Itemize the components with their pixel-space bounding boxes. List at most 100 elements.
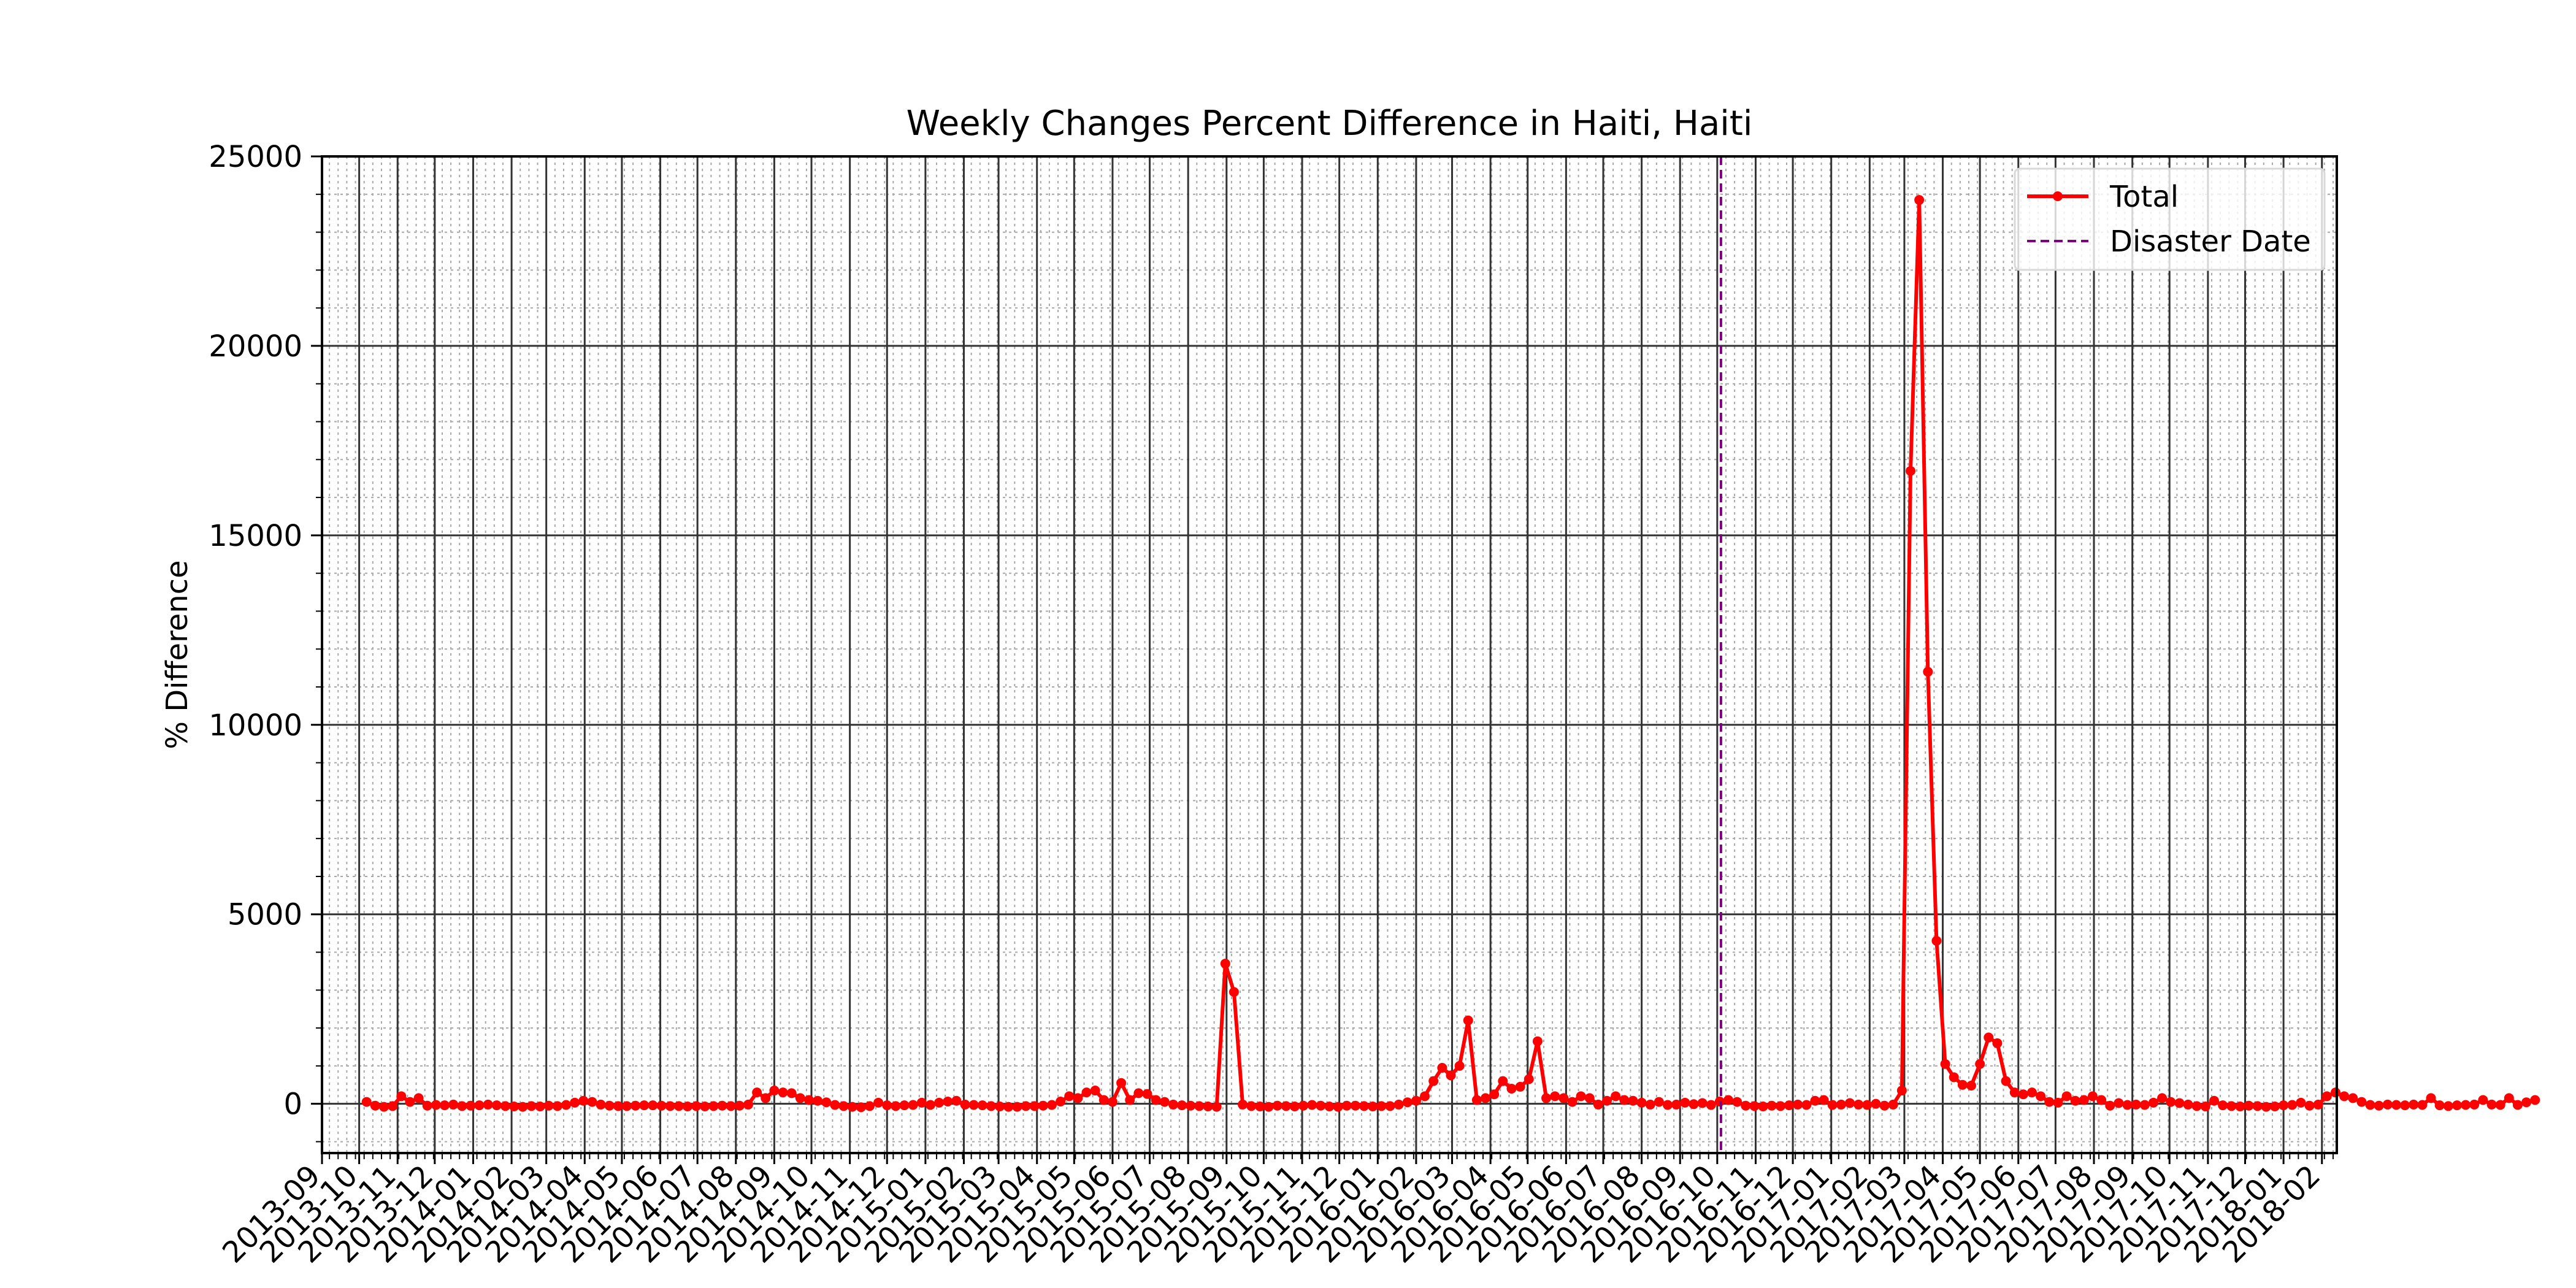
data-point <box>2339 1091 2350 1102</box>
data-point <box>2061 1091 2072 1102</box>
data-point <box>1611 1091 1621 1102</box>
data-point <box>1038 1100 1048 1111</box>
data-point <box>916 1097 927 1108</box>
y-tick-label: 20000 <box>209 329 302 364</box>
data-point <box>1593 1099 1603 1110</box>
legend: Total Disaster Date <box>2014 167 2326 271</box>
data-point <box>908 1100 918 1110</box>
data-point <box>1758 1102 1768 1112</box>
data-point <box>1194 1101 1205 1111</box>
y-tick-label: 10000 <box>209 708 302 743</box>
data-point <box>2209 1095 2219 1106</box>
data-point <box>2174 1098 2185 1108</box>
data-point <box>1116 1078 1127 1088</box>
y-axis-label: % Difference <box>160 560 194 749</box>
data-point <box>2504 1093 2514 1103</box>
data-point <box>1029 1101 1040 1111</box>
data-point <box>1289 1102 1300 1112</box>
data-point <box>743 1099 753 1110</box>
data-point <box>2530 1095 2540 1105</box>
data-point <box>1246 1101 1257 1111</box>
data-point <box>2486 1099 2497 1110</box>
data-point <box>2157 1093 2168 1103</box>
data-point <box>648 1100 658 1111</box>
data-point <box>1272 1100 1282 1111</box>
data-point <box>1975 1059 1985 1069</box>
data-point <box>2313 1099 2323 1110</box>
legend-total-marker <box>2053 191 2063 201</box>
data-point <box>2122 1100 2133 1110</box>
y-tick-label: 5000 <box>228 898 302 932</box>
minor-gridlines-x <box>329 156 2334 1153</box>
data-point <box>1957 1079 1968 1090</box>
data-point <box>631 1100 641 1111</box>
data-point <box>561 1100 571 1110</box>
data-point <box>830 1100 840 1110</box>
data-point <box>2330 1087 2340 1098</box>
data-point <box>1281 1101 1291 1111</box>
data-point <box>986 1101 996 1111</box>
data-point <box>1697 1098 1708 1108</box>
data-point <box>570 1097 580 1108</box>
data-point <box>977 1100 987 1111</box>
data-point <box>1567 1097 1577 1107</box>
data-point <box>1896 1086 1907 1096</box>
data-point <box>596 1099 606 1110</box>
major-gridlines <box>321 155 2337 1153</box>
data-point <box>2139 1100 2150 1110</box>
data-point <box>856 1102 866 1113</box>
data-point <box>2027 1087 2037 1098</box>
data-point <box>2166 1097 2176 1107</box>
data-point <box>413 1093 424 1103</box>
data-point <box>1125 1095 1135 1105</box>
data-point <box>483 1099 493 1110</box>
data-point <box>1619 1095 1630 1105</box>
data-point <box>1923 667 1933 677</box>
data-point <box>1871 1098 1881 1109</box>
data-point <box>2409 1099 2419 1110</box>
data-point <box>491 1100 502 1111</box>
data-point <box>2235 1102 2245 1112</box>
data-point <box>518 1102 528 1112</box>
data-point <box>2096 1095 2107 1105</box>
data-point <box>639 1100 650 1111</box>
data-point <box>1307 1100 1317 1110</box>
data-point <box>2070 1095 2080 1106</box>
data-point <box>1584 1093 1595 1103</box>
data-point <box>665 1101 675 1111</box>
plot-data <box>361 156 2540 1153</box>
data-point <box>2131 1099 2141 1110</box>
data-point <box>1541 1093 1552 1103</box>
data-point <box>552 1101 562 1111</box>
data-point <box>1888 1099 1898 1110</box>
data-point <box>2226 1101 2237 1111</box>
data-point <box>691 1101 702 1111</box>
minor-gridlines-y <box>322 193 2337 1143</box>
data-point <box>621 1101 632 1111</box>
data-point <box>1064 1091 1075 1102</box>
data-point <box>1133 1088 1144 1098</box>
data-point <box>1645 1099 1655 1110</box>
data-point <box>1298 1100 1309 1111</box>
data-point <box>700 1102 710 1112</box>
data-point <box>2053 1097 2063 1108</box>
data-point <box>1107 1097 1117 1107</box>
data-point <box>1003 1102 1014 1112</box>
data-point <box>2426 1093 2436 1103</box>
data-point <box>1471 1095 1482 1105</box>
data-point <box>1341 1100 1352 1111</box>
data-point <box>882 1100 892 1111</box>
chart-title: Weekly Changes Percent Difference in Hai… <box>907 104 1753 144</box>
data-point <box>1454 1060 1465 1071</box>
data-point <box>1550 1091 1560 1102</box>
data-point <box>2088 1091 2098 1102</box>
data-point <box>2365 1100 2375 1110</box>
data-point <box>873 1097 884 1108</box>
data-point <box>968 1100 979 1110</box>
data-point <box>2261 1102 2271 1112</box>
data-point <box>2200 1102 2210 1112</box>
data-point <box>2417 1100 2428 1110</box>
data-point <box>535 1102 545 1112</box>
data-point <box>1090 1086 1100 1096</box>
data-point <box>2105 1100 2115 1111</box>
